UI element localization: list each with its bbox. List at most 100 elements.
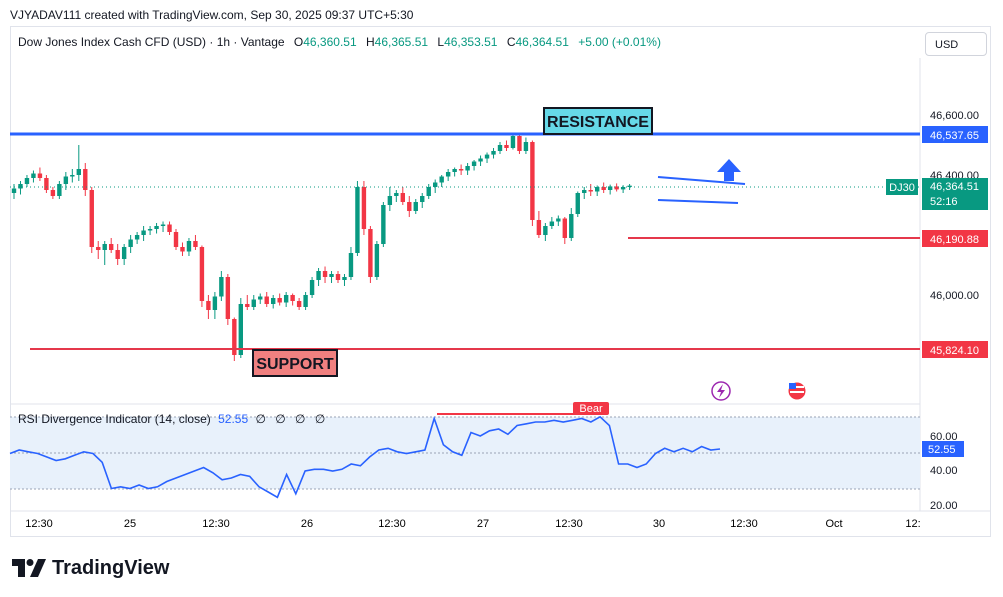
level-price-text: 46,190.88: [930, 234, 979, 246]
candle-body: [478, 158, 483, 162]
candle-body: [335, 274, 341, 280]
resistance-price-text: 46,537.65: [930, 130, 979, 142]
price-tick-46600: 46,600.00: [930, 110, 979, 122]
tradingview-logo-icon: [12, 559, 46, 577]
candle-body: [219, 277, 224, 297]
rsi-legend[interactable]: RSI Divergence Indicator (14, close) 52.…: [18, 412, 328, 426]
candle-body: [322, 271, 328, 277]
candle-body: [601, 187, 606, 190]
time-label: 30: [653, 518, 665, 530]
candle-body: [420, 196, 425, 202]
time-label: 12:30: [555, 518, 583, 530]
candle-body: [342, 277, 347, 280]
pennant-upper-line: [657, 176, 746, 185]
candle-body: [225, 277, 231, 319]
rsi-group: [9, 415, 721, 499]
close-label: C: [506, 35, 516, 49]
candle-body: [96, 247, 101, 250]
candle-body: [387, 196, 393, 205]
lightning-bolt-icon: [717, 384, 725, 398]
candle-body: [452, 169, 457, 172]
high-label: H: [365, 35, 375, 49]
rsi-line: [9, 415, 721, 499]
candle-body: [355, 187, 360, 253]
candle-body: [128, 239, 133, 247]
rsi-tick-20: 20.00: [930, 500, 958, 512]
candle-body: [11, 188, 17, 193]
time-label: 12:30: [25, 518, 53, 530]
support-label: SUPPORT: [256, 356, 334, 373]
candle-body: [63, 176, 69, 184]
candle-body: [31, 173, 36, 178]
rsi-legend-extras: ∅ ∅ ∅ ∅: [255, 412, 329, 426]
candle-body: [167, 224, 172, 232]
candle-body: [484, 154, 490, 159]
open-label: O: [293, 35, 304, 49]
candle-body: [44, 178, 49, 190]
price-tick-46000: 46,000.00: [930, 290, 979, 302]
rsi-band: [10, 417, 920, 489]
close-value: 46,364.51: [515, 35, 569, 49]
candle-body: [348, 253, 354, 277]
candle-body: [562, 218, 567, 238]
flag-stripe-1: [790, 386, 804, 388]
candle-body: [465, 166, 470, 171]
candle-body: [37, 173, 43, 178]
candle-body: [458, 169, 464, 171]
rsi-value-tag-text: 52.55: [928, 444, 956, 456]
support-label-box: [252, 349, 338, 377]
brand-name: TradingView: [52, 556, 170, 579]
chart-credit: VJYADAV111 created with TradingView.com,…: [10, 8, 414, 22]
candle-body: [24, 178, 30, 184]
candle-body: [290, 295, 295, 301]
candle-body: [536, 220, 542, 235]
flag-canton: [789, 383, 796, 389]
chart-frame: [10, 26, 991, 537]
candle-body: [510, 136, 516, 148]
level-price-tag: [922, 230, 988, 247]
time-label: 12:30: [378, 518, 406, 530]
candles-group: [11, 133, 632, 361]
candle-body: [504, 145, 509, 148]
candle-body: [251, 299, 256, 307]
open-value: 46,360.51: [303, 35, 357, 49]
candle-body: [588, 190, 593, 192]
bear-label: Bear: [579, 403, 603, 415]
high-value: 46,365.51: [374, 35, 429, 49]
support-price-tag: [922, 341, 988, 358]
rsi-tick-60: 60.00: [930, 431, 958, 443]
rsi-tick-40: 40.00: [930, 465, 958, 477]
currency-button[interactable]: USD: [925, 32, 987, 56]
candle-body: [316, 271, 321, 280]
resistance-label-box: [543, 107, 653, 135]
candle-body: [147, 229, 153, 231]
candle-body: [115, 250, 120, 259]
symbol-legend[interactable]: Dow Jones Index Cash CFD (USD) · 1h · Va…: [18, 35, 661, 49]
candle-body: [232, 319, 237, 355]
candle-body: [575, 193, 580, 214]
brand-logo[interactable]: TradingView: [12, 556, 169, 580]
current-price-text: 46,364.51: [930, 181, 979, 193]
candle-body: [160, 224, 166, 226]
candle-body: [296, 301, 302, 307]
candle-body: [76, 169, 81, 175]
candle-body: [173, 232, 179, 247]
candle-body: [102, 244, 107, 250]
candle-body: [199, 247, 205, 301]
candle-body: [374, 244, 380, 277]
candle-body: [186, 241, 192, 252]
time-label: 12:30: [730, 518, 758, 530]
symbol-tag: [886, 179, 918, 195]
candle-body: [400, 193, 405, 202]
time-label: 27: [477, 518, 489, 530]
candle-body: [277, 298, 282, 303]
change-value: +5.00 (+0.01%): [578, 35, 661, 49]
candle-body: [238, 304, 243, 355]
candle-body: [50, 190, 56, 196]
up-arrow-icon: [717, 159, 741, 181]
candle-body: [407, 202, 412, 211]
resistance-label: RESISTANCE: [547, 114, 649, 131]
bear-label-box: [573, 402, 609, 415]
symbol-tag-text: DJ30: [889, 182, 915, 194]
